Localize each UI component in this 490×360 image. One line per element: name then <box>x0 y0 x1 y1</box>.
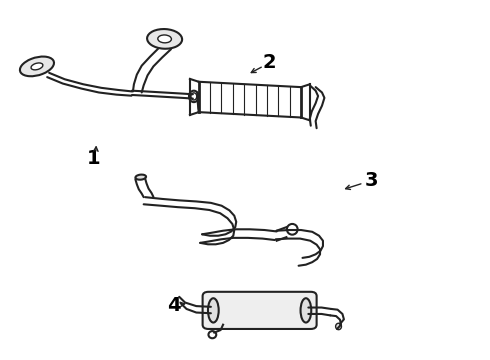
Text: 2: 2 <box>263 53 276 72</box>
Ellipse shape <box>31 63 43 70</box>
Ellipse shape <box>208 298 219 323</box>
Ellipse shape <box>135 175 146 180</box>
Ellipse shape <box>336 323 342 330</box>
Ellipse shape <box>20 57 54 76</box>
FancyBboxPatch shape <box>202 292 317 329</box>
Ellipse shape <box>158 35 172 43</box>
Ellipse shape <box>300 298 311 323</box>
Text: 3: 3 <box>365 171 378 189</box>
Text: 1: 1 <box>87 149 101 168</box>
Ellipse shape <box>147 29 182 49</box>
Text: 4: 4 <box>168 296 181 315</box>
